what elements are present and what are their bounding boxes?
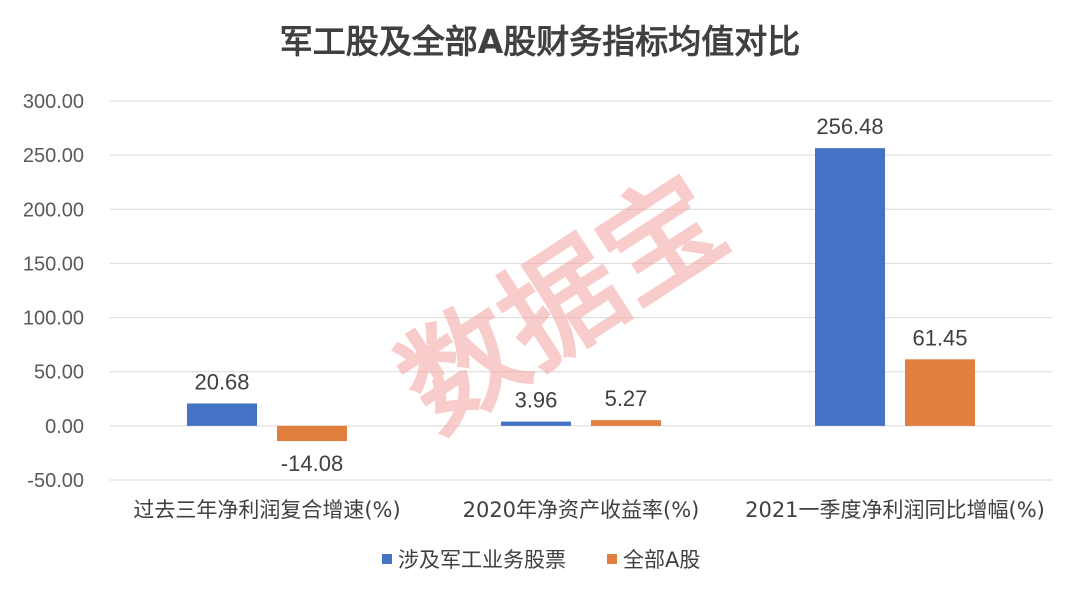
- data-label: -14.08: [281, 451, 343, 476]
- y-tick-label: 0.00: [45, 416, 84, 438]
- legend-label: 全部A股: [623, 548, 700, 572]
- y-tick-label: 300.00: [23, 91, 84, 113]
- category-label: 2021一季度净利润同比增幅(%): [745, 498, 1045, 522]
- y-tick-label: 200.00: [23, 199, 84, 221]
- data-label: 3.96: [515, 388, 558, 413]
- category-label: 2020年净资产收益率(%): [463, 498, 700, 522]
- data-label: 256.48: [816, 114, 883, 139]
- data-label: 61.45: [912, 325, 967, 350]
- legend-label: 涉及军工业务股票: [398, 548, 566, 572]
- legend-swatch: [607, 554, 617, 564]
- bar: [187, 403, 257, 426]
- bar: [277, 425, 347, 442]
- y-tick-label: 50.00: [34, 362, 84, 384]
- category-labels: 过去三年净利润复合增速(%) 2020年净资产收益率(%) 2021一季度净利润同比…: [133, 498, 1045, 522]
- legend-swatch: [382, 554, 392, 564]
- watermark-text: 数据宝: [376, 149, 748, 458]
- category-label: 过去三年净利润复合增速(%): [133, 498, 400, 522]
- chart-title: 军工股及全部A股财务指标均值对比: [280, 22, 801, 61]
- data-labels: 20.68 -14.08 3.96 5.27 256.48 61.45: [194, 114, 967, 476]
- y-tick-label: 150.00: [23, 253, 84, 275]
- y-tick-label: 100.00: [23, 308, 84, 330]
- bars: [187, 148, 975, 442]
- y-axis-ticks: 300.00 250.00 200.00 150.00 100.00 50.00 0.00 -…: [23, 91, 84, 492]
- data-label: 5.27: [605, 386, 648, 411]
- bar: [591, 420, 661, 426]
- data-label: 20.68: [194, 369, 249, 394]
- bar: [501, 421, 571, 426]
- gridlines: [110, 100, 1052, 481]
- y-tick-label: -50.00: [27, 470, 84, 492]
- bar: [815, 148, 885, 426]
- bar: [905, 359, 975, 426]
- y-tick-label: 250.00: [23, 145, 84, 167]
- legend: 涉及军工业务股票 全部A股: [382, 548, 700, 572]
